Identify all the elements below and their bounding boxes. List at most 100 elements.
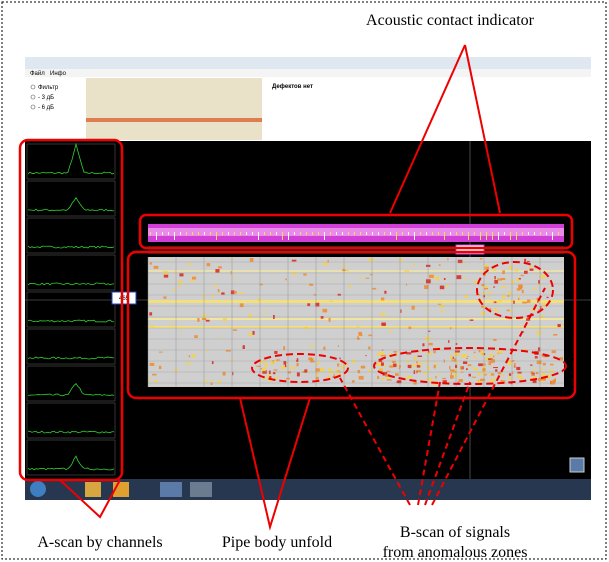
b-scan-spot xyxy=(335,371,340,372)
b-scan-spot xyxy=(412,363,413,365)
b-scan-spot xyxy=(194,335,198,338)
b-scan-spot xyxy=(507,287,508,288)
b-scan-spot xyxy=(273,372,276,374)
indicator-tick xyxy=(360,232,361,235)
annotation: A-scan by channels xyxy=(37,534,162,551)
b-scan-spot xyxy=(489,291,492,294)
b-scan-spot xyxy=(175,369,179,371)
b-scan-spot xyxy=(297,372,300,376)
indicator-tick xyxy=(300,232,301,235)
indicator-tick xyxy=(438,232,439,235)
b-scan-spot xyxy=(450,369,455,371)
b-scan-spot xyxy=(171,323,173,327)
b-scan-spot xyxy=(233,329,237,331)
start-button[interactable] xyxy=(30,481,46,497)
indicator-tick xyxy=(150,232,151,235)
b-scan-spot xyxy=(232,372,233,375)
indicator-tick xyxy=(384,232,385,235)
b-scan-spot xyxy=(346,270,349,271)
indicator-tick xyxy=(282,232,283,240)
b-scan-spot xyxy=(472,377,476,378)
b-scan-spot xyxy=(382,352,384,354)
b-scan-spot xyxy=(507,362,511,364)
b-scan-spot xyxy=(517,374,521,375)
indicator-tick xyxy=(552,232,553,240)
b-scan-spot xyxy=(297,363,299,366)
b-scan-spot xyxy=(524,259,526,263)
b-scan-stripe xyxy=(148,318,564,320)
b-scan-spot xyxy=(369,369,371,372)
b-scan-spot xyxy=(527,300,530,303)
b-scan-spot xyxy=(172,289,175,291)
indicator-tick xyxy=(480,232,481,240)
b-scan-spot xyxy=(535,356,538,358)
b-scan-spot xyxy=(286,362,288,363)
b-scan-spot xyxy=(490,380,493,382)
b-scan-spot xyxy=(152,374,156,376)
b-scan-spot xyxy=(543,363,546,365)
b-scan-spot xyxy=(497,302,500,304)
b-scan-spot xyxy=(485,267,489,270)
b-scan-stripe xyxy=(148,270,564,272)
b-scan-spot xyxy=(429,275,434,278)
b-scan-spot xyxy=(460,366,463,369)
menu-bar xyxy=(25,69,591,77)
b-scan-spot xyxy=(418,362,421,366)
taskbar-icon[interactable] xyxy=(160,482,182,497)
indicator-tick xyxy=(228,232,229,235)
b-scan-spot xyxy=(455,351,460,353)
b-scan-spot xyxy=(316,377,319,380)
b-scan-spot xyxy=(463,361,467,364)
b-scan-spot xyxy=(307,303,310,306)
b-scan-spot xyxy=(501,286,505,288)
b-scan-spot xyxy=(450,355,452,359)
b-scan-spot xyxy=(408,376,413,378)
b-scan-spot xyxy=(521,275,524,276)
indicator-tick xyxy=(540,232,541,235)
b-scan-spot xyxy=(369,258,374,261)
taskbar-icon[interactable] xyxy=(190,482,212,497)
b-scan-spot xyxy=(423,359,424,361)
b-scan-spot xyxy=(407,377,409,381)
indicator-tick xyxy=(234,232,235,235)
b-scan-spot xyxy=(536,372,539,374)
menu-item[interactable]: Инфо xyxy=(50,71,67,77)
indicator-tick xyxy=(390,232,391,235)
corner-button[interactable] xyxy=(570,458,584,472)
indicator-tick xyxy=(192,232,193,235)
b-scan-spot xyxy=(502,270,505,274)
b-scan-spot xyxy=(534,376,537,378)
b-scan-spot xyxy=(501,375,504,377)
b-scan-spot xyxy=(493,339,496,341)
b-scan-spot xyxy=(471,366,472,369)
b-scan-spot xyxy=(212,295,214,298)
menu-item[interactable]: Файл xyxy=(30,70,45,77)
title-bar xyxy=(25,57,591,69)
b-scan-spot xyxy=(178,281,183,283)
b-scan-spot xyxy=(265,363,268,367)
b-scan-spot xyxy=(218,266,222,268)
b-scan-spot xyxy=(382,378,385,381)
indicator-tick xyxy=(372,232,373,235)
indicator-tick xyxy=(414,232,415,240)
b-scan-spot xyxy=(412,306,415,310)
b-scan-spot xyxy=(292,260,297,262)
b-scan-spot xyxy=(480,271,481,274)
b-scan-spot xyxy=(360,278,363,279)
b-scan-spot xyxy=(303,274,306,276)
indicator-tick xyxy=(354,232,355,235)
indicator-tick xyxy=(456,232,457,235)
b-scan-spot xyxy=(274,377,277,379)
b-scan-spot xyxy=(447,258,448,260)
b-scan-spot xyxy=(400,309,401,313)
b-scan-spot xyxy=(450,327,451,329)
indicator-tick xyxy=(402,232,403,235)
taskbar-icon[interactable] xyxy=(85,482,101,497)
b-scan-spot xyxy=(397,380,401,383)
b-scan-spot xyxy=(547,287,549,289)
option-label: - 3 дБ xyxy=(38,95,54,101)
b-scan-spot xyxy=(498,350,502,353)
b-scan-spot xyxy=(310,358,313,361)
b-scan-spot xyxy=(311,345,313,349)
b-scan-spot xyxy=(338,345,339,347)
